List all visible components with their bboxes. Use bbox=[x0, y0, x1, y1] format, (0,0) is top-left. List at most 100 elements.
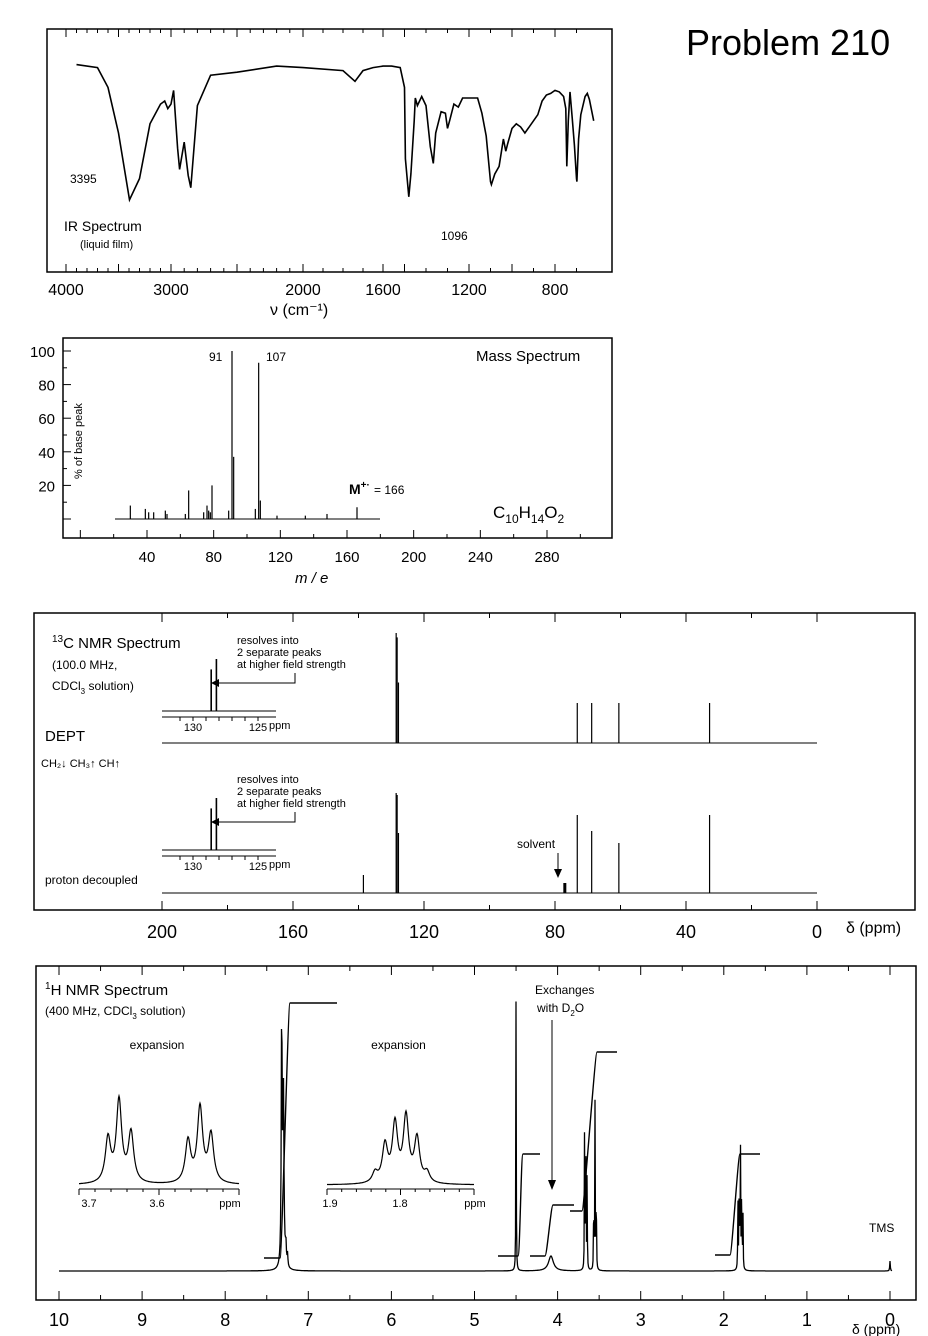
ms-x-tick-label: 80 bbox=[205, 549, 222, 566]
spectra-canvas: 3395 1096 IR Spectrum (liquid film) ν (c… bbox=[0, 0, 928, 1336]
ms-x-tick-label: 160 bbox=[334, 549, 359, 566]
c13-inset-decoupled: 130 125 ppmresolves into2 separate peaksat… bbox=[162, 774, 346, 873]
h1-exch-c: O bbox=[575, 1001, 584, 1015]
c13-inset-note: at higher field strength bbox=[237, 659, 346, 671]
spectra-problem-sheet: Problem 210 3395 1096 IR Spectrum (liqui… bbox=[0, 0, 928, 1336]
ms-molecular-ion-sup: +· bbox=[361, 480, 370, 491]
c13-plot-frame bbox=[34, 613, 915, 910]
h1-expansion-tick-label: 3.7 bbox=[81, 1198, 96, 1210]
h1-title-main: H NMR Spectrum bbox=[51, 982, 169, 999]
ms-y-tick-label: 20 bbox=[38, 478, 55, 495]
h1-tick-label: 4 bbox=[553, 1310, 563, 1330]
c13-inset-note: 2 separate peaks bbox=[237, 786, 322, 798]
c13-tick-label: 200 bbox=[147, 922, 177, 942]
ir-tick-label: 800 bbox=[542, 282, 569, 299]
h1-tick-label: 3 bbox=[636, 1310, 646, 1330]
c13-tick-label: 0 bbox=[812, 922, 822, 942]
c13-dept-legend: CH₂↓ CH₃↑ CH↑ bbox=[41, 758, 120, 770]
h1-integral-curve bbox=[570, 1052, 617, 1211]
h1-integral-curves bbox=[264, 1003, 760, 1258]
h1-cond-a: (400 MHz, CDCl bbox=[45, 1004, 132, 1018]
c13-title-sup: 13 bbox=[52, 634, 64, 645]
ms-y-tick-label: 60 bbox=[38, 411, 55, 428]
ir-x-axis-label: ν (cm⁻¹) bbox=[270, 302, 328, 319]
ir-tick-label: 1200 bbox=[451, 282, 487, 299]
h1-integral-curve bbox=[264, 1003, 337, 1258]
c13-inset-unit: ppm bbox=[269, 720, 290, 732]
ms-formula: C10H14O2 bbox=[493, 503, 565, 526]
c13-inset-dept: 130 125 ppmresolves into2 separate peaksat… bbox=[162, 635, 346, 734]
c13-solvent-label: solvent bbox=[517, 837, 556, 851]
ms-x-tick-label: 120 bbox=[268, 549, 293, 566]
c13-conditions-2: CDCl3 solution) bbox=[52, 679, 134, 696]
c13-inset-arrowhead bbox=[211, 679, 219, 687]
h1-nmr-chart: 3.7 3.6 ppmexpansion 1.9 1.8 ppmexpansion 1H… bbox=[36, 966, 916, 1336]
ms-y-tick-label: 40 bbox=[38, 445, 55, 462]
ms-molecular-ion-value: = 166 bbox=[374, 483, 405, 497]
h1-exch-a: with D bbox=[536, 1001, 571, 1015]
h1-tick-label: 8 bbox=[220, 1310, 230, 1330]
h1-expansion-tick-label: ppm bbox=[219, 1198, 240, 1210]
ms-peak-label-91: 91 bbox=[209, 350, 223, 364]
ir-tick-label: 1600 bbox=[365, 282, 401, 299]
h1-expansion-label: expansion bbox=[130, 1038, 185, 1052]
h1-expansion-line bbox=[327, 1111, 474, 1185]
h1-tick-label: 9 bbox=[137, 1310, 147, 1330]
h1-tick-label: 2 bbox=[719, 1310, 729, 1330]
ir-series-line bbox=[77, 65, 594, 200]
h1-expansion-label: expansion bbox=[371, 1038, 426, 1052]
ir-subtitle: (liquid film) bbox=[80, 239, 133, 251]
c13-inset-arrow bbox=[219, 673, 295, 683]
ms-y-tick-label: 100 bbox=[30, 344, 55, 361]
ir-annotation-3395: 3395 bbox=[70, 172, 97, 186]
h1-tick-label: 6 bbox=[386, 1310, 396, 1330]
c13-title: 13C NMR Spectrum bbox=[52, 634, 181, 652]
ms-molecular-ion-symbol: M+· bbox=[349, 480, 370, 497]
ms-bars bbox=[130, 351, 357, 519]
formula-c-count: 10 bbox=[505, 512, 519, 526]
c13-tick-label: 120 bbox=[409, 922, 439, 942]
ir-plot-frame bbox=[47, 29, 612, 272]
h1-expansion-tick-label: 3.6 bbox=[149, 1198, 164, 1210]
formula-h-count: 14 bbox=[531, 512, 545, 526]
ms-title: Mass Spectrum bbox=[476, 348, 580, 365]
h1-tick-labels: 10 9 8 7 6 5 4 3 2 1 0 bbox=[49, 1310, 895, 1330]
ir-tick-label: 2000 bbox=[285, 282, 321, 299]
formula-o-count: 2 bbox=[558, 512, 565, 526]
formula-h: H bbox=[519, 503, 531, 522]
c13-inset-arrowhead bbox=[211, 818, 219, 826]
h1-expansion-tick-label: 1.8 bbox=[392, 1198, 407, 1210]
c13-inset-tick-label: 130 bbox=[184, 861, 202, 873]
c13-tick-labels: 200 160 120 80 40 0 bbox=[147, 922, 822, 942]
h1-tick-label: 7 bbox=[303, 1310, 313, 1330]
h1-title: 1H NMR Spectrum bbox=[45, 981, 168, 999]
h1-expansion-2: 1.9 1.8 ppm expansion bbox=[322, 1038, 485, 1210]
h1-tms-label: TMS bbox=[869, 1221, 894, 1235]
ms-x-tick-label: 40 bbox=[139, 549, 156, 566]
h1-tick-label: 10 bbox=[49, 1310, 69, 1330]
c13-x-axis-label: δ (ppm) bbox=[846, 920, 901, 937]
c13-inset-note: 2 separate peaks bbox=[237, 647, 322, 659]
h1-cond-b: solution) bbox=[137, 1004, 186, 1018]
h1-exchange-label-2: with D2O bbox=[536, 1001, 584, 1018]
h1-exchange-arrowhead bbox=[548, 1180, 556, 1190]
formula-o: O bbox=[544, 503, 557, 522]
c13-inset-note: resolves into bbox=[237, 635, 299, 647]
ms-x-axis-label: m / e bbox=[295, 570, 328, 587]
h1-tick-label: 5 bbox=[469, 1310, 479, 1330]
ir-tick-label: 4000 bbox=[48, 282, 84, 299]
c13-inset-tick-label: 130 bbox=[184, 722, 202, 734]
c13-inset-tick-label: 125 bbox=[249, 861, 267, 873]
h1-integral-curve bbox=[530, 1205, 574, 1256]
c13-dept-peaks bbox=[396, 633, 709, 743]
ir-x-ticks bbox=[66, 29, 577, 272]
ms-y-axis-label: % of base peak bbox=[73, 403, 85, 479]
c13-cond-b: solution) bbox=[85, 679, 134, 693]
c13-solvent-arrowhead bbox=[554, 869, 562, 878]
h1-expansion-tick-label: ppm bbox=[464, 1198, 485, 1210]
h1-expansion-1: 3.7 3.6 ppm expansion bbox=[79, 1038, 241, 1210]
c13-inset-unit: ppm bbox=[269, 859, 290, 871]
c13-inset-note: resolves into bbox=[237, 774, 299, 786]
h1-expansion-line bbox=[79, 1096, 239, 1184]
